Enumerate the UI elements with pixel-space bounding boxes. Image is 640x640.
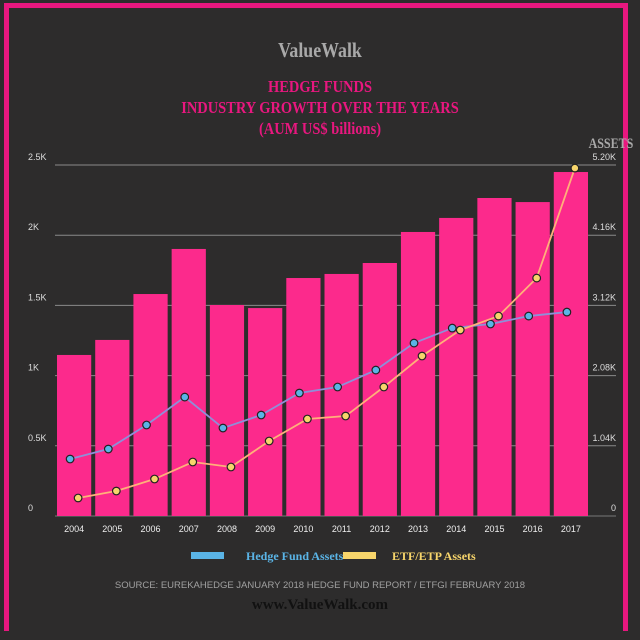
point-hedge-fund-2008 (218, 423, 228, 433)
website-url: www.ValueWalk.com (251, 597, 389, 613)
legend-swatch-hedge-fund (191, 552, 224, 559)
x-tick-label: 2014 (446, 524, 466, 534)
source-note: SOURCE: EUREKAHEDGE JANUARY 2018 HEDGE F… (114, 580, 526, 591)
point-hedge-fund-2017 (562, 307, 572, 317)
right-tick-label: 5.20K (592, 152, 616, 162)
x-tick-label: 2010 (293, 524, 313, 534)
left-tick-label: 0 (28, 503, 33, 513)
right-tick-label: 4.16K (592, 222, 616, 232)
bar-2011 (324, 273, 359, 516)
x-tick-label: 2009 (255, 524, 275, 534)
point-etf-2015 (494, 311, 503, 321)
point-hedge-fund-2007 (180, 392, 190, 402)
x-tick-label: 2016 (523, 524, 543, 534)
point-hedge-fund-2015 (486, 319, 495, 329)
title-line-3: (AUM US$ billions) (258, 119, 382, 138)
point-etf-2012 (379, 382, 389, 392)
bar-2006 (133, 294, 168, 516)
x-tick-label: 2005 (102, 524, 122, 534)
left-tick-label: 2.5K (28, 152, 47, 162)
point-etf-2014 (455, 325, 465, 335)
right-tick-label: 2.08K (592, 363, 616, 373)
left-tick-label: 1K (28, 363, 39, 373)
point-hedge-fund-2009 (256, 410, 266, 420)
point-hedge-fund-2016 (524, 311, 534, 321)
x-tick-label: 2011 (332, 524, 351, 534)
point-etf-2010 (302, 414, 312, 424)
right-axis-title: ASSETS (588, 136, 634, 152)
series-line-etf (77, 167, 576, 499)
point-etf-2016 (532, 273, 542, 283)
x-tick-label: 2015 (484, 524, 504, 534)
bar-2013 (400, 231, 436, 516)
point-hedge-fund-2006 (142, 420, 151, 430)
point-etf-2007 (188, 457, 198, 467)
right-tick-label: 3.12K (592, 292, 616, 302)
left-tick-label: 1.5K (28, 292, 47, 302)
point-hedge-fund-2004 (65, 454, 75, 464)
point-etf-2005 (111, 486, 121, 496)
series-line-hedge-fund (69, 311, 567, 460)
bar-2015 (477, 197, 512, 516)
left-tick-label: 0.5K (28, 433, 47, 443)
point-etf-2008 (226, 462, 236, 472)
left-tick-label: 2K (28, 222, 39, 232)
point-hedge-fund-2012 (371, 365, 381, 375)
point-hedge-fund-2014 (447, 323, 457, 333)
legend-label-etf: ETF/ETP Assets (392, 549, 476, 563)
x-tick-label: 2012 (370, 524, 390, 534)
point-hedge-fund-2013 (409, 338, 419, 348)
bar-2017 (553, 172, 588, 516)
right-tick-label: 0 (611, 503, 616, 513)
bar-2008 (209, 304, 245, 516)
x-tick-label: 2013 (408, 524, 428, 534)
point-etf-2006 (150, 474, 159, 484)
point-hedge-fund-2005 (103, 444, 113, 454)
x-tick-label: 2017 (561, 524, 581, 534)
chart-title: HEDGE FUNDS INDUSTRY GROWTH OVER THE YEA… (0, 76, 640, 139)
frame-border (4, 3, 628, 631)
point-etf-2017 (570, 163, 580, 173)
x-tick-label: 2006 (141, 524, 161, 534)
brand-logo: ValueWalk (278, 38, 362, 62)
bar-2007 (171, 248, 206, 516)
point-hedge-fund-2010 (294, 388, 304, 398)
point-hedge-fund-2011 (333, 382, 343, 392)
x-tick-label: 2008 (217, 524, 237, 534)
x-tick-label: 2004 (64, 524, 84, 534)
x-tick-label: 2007 (179, 524, 199, 534)
legend-swatch-etf (343, 552, 376, 559)
right-tick-label: 1.04K (592, 433, 616, 443)
bar-2016 (515, 202, 550, 516)
bar-2005 (95, 339, 130, 516)
bar-2004 (57, 354, 92, 516)
point-etf-2011 (341, 411, 351, 421)
point-etf-2004 (73, 493, 83, 503)
title-line-2: INDUSTRY GROWTH OVER THE YEARS (181, 98, 459, 117)
point-etf-2013 (417, 351, 427, 361)
title-line-1: HEDGE FUNDS (268, 77, 372, 96)
point-etf-2009 (264, 436, 274, 446)
bar-2014 (439, 217, 474, 517)
legend-label-hedge-fund: Hedge Fund Assets (246, 549, 344, 563)
